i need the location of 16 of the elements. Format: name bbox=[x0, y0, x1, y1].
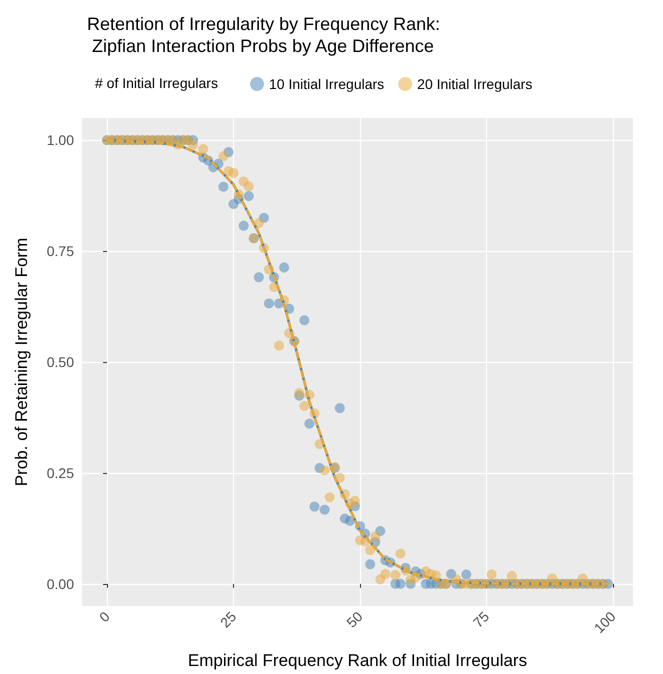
x-tick-label: 75 bbox=[470, 608, 492, 631]
y-tick-label: 0.25 bbox=[46, 464, 74, 481]
legend-label: 20 Initial Irregulars bbox=[417, 76, 532, 92]
legend-title: # of Initial Irregulars bbox=[95, 75, 218, 91]
x-tick-label: 100 bbox=[590, 608, 619, 636]
x-tick-label: 25 bbox=[216, 608, 240, 631]
legend-label: 10 Initial Irregulars bbox=[269, 76, 384, 92]
y-tick-label: 0.00 bbox=[46, 576, 74, 592]
x-tick-label: 50 bbox=[343, 608, 366, 631]
y-axis-title: Prob. of Retaining Irregular Form bbox=[12, 238, 31, 486]
x-tick-label: 0 bbox=[96, 608, 113, 626]
y-tick-label: 0.50 bbox=[46, 354, 74, 370]
chart-title: Retention of Irregularity by Frequency Rank: Zipfian Interaction Probs by Age Difference bbox=[87, 14, 440, 56]
x-axis-title: Empirical Frequency Rank of Initial Irregulars bbox=[188, 651, 528, 670]
y-tick-label: 1.00 bbox=[46, 132, 74, 148]
y-tick-label: 0.75 bbox=[46, 243, 74, 260]
